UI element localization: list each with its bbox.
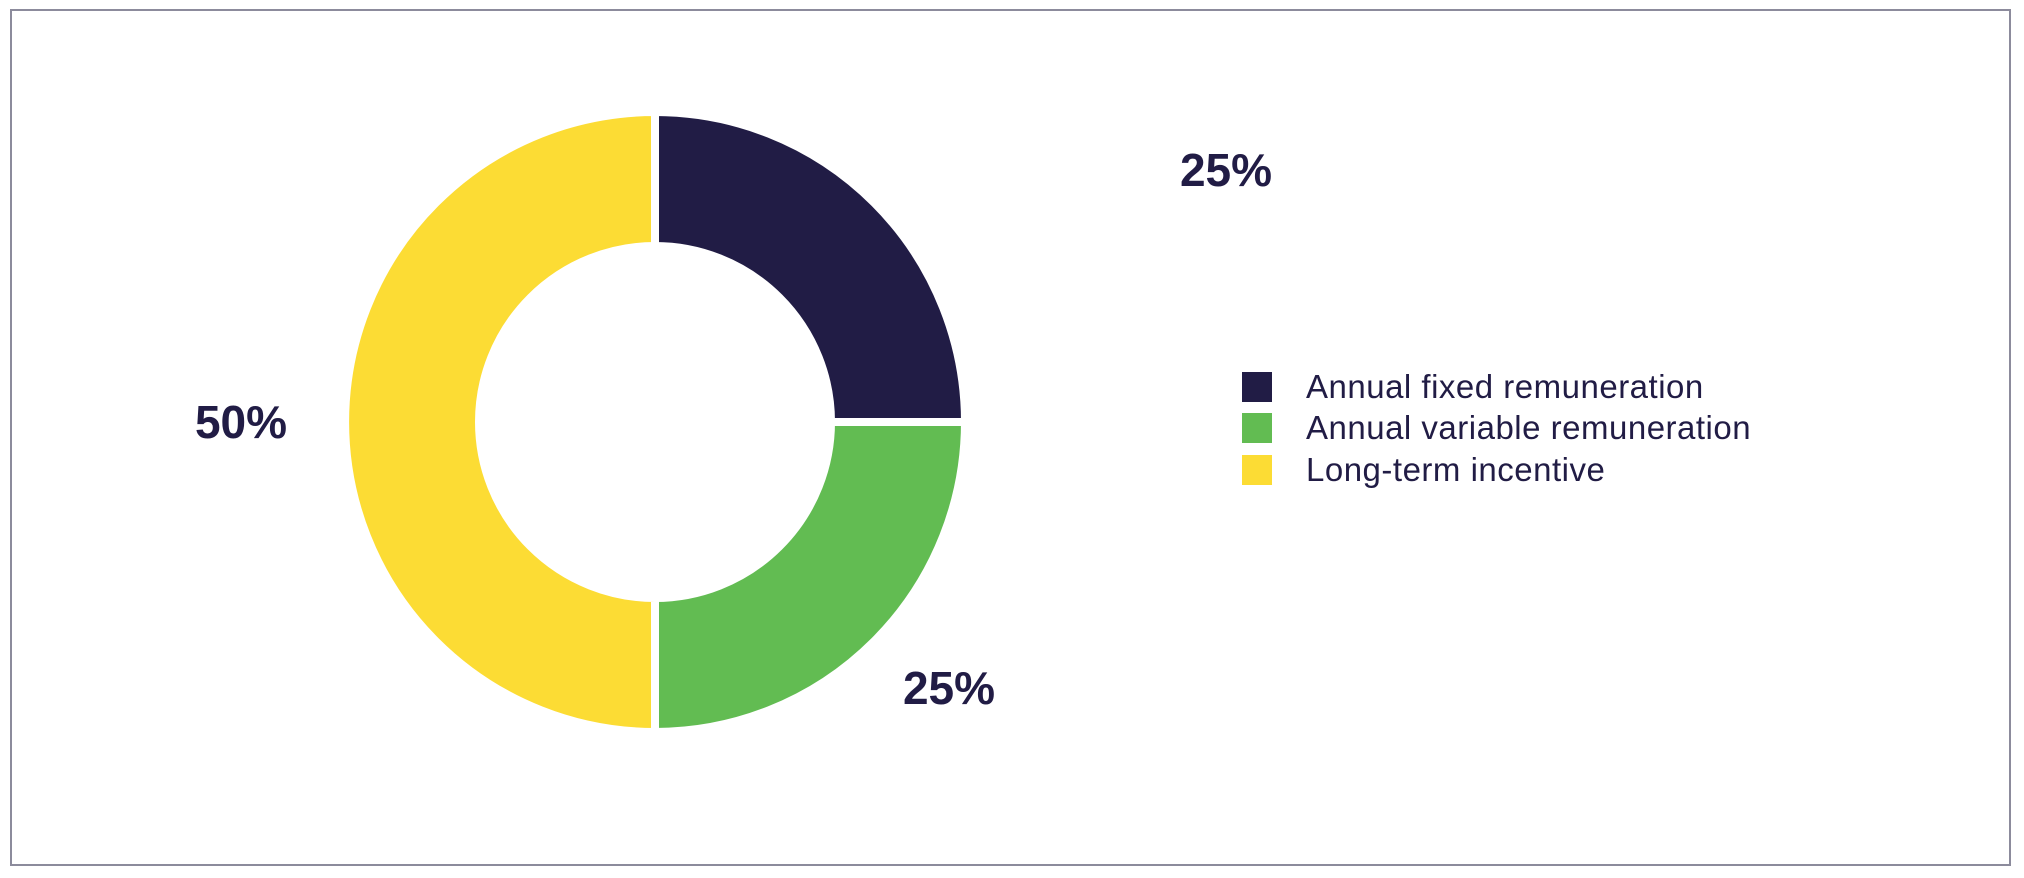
legend: Annual fixed remuneration Annual variable… (1242, 366, 1751, 491)
legend-swatch (1242, 371, 1272, 402)
data-label: 25% (903, 662, 995, 714)
donut-slice-annual-fixed-remuneration (651, 107, 970, 426)
chart-frame (10, 9, 2011, 866)
legend-swatch (1242, 413, 1272, 444)
donut-slice-annual-variable-remuneration (651, 418, 970, 737)
donut-slice-long-term-incentive (341, 107, 659, 737)
legend-label: Annual fixed remuneration (1306, 367, 1704, 405)
legend-swatch (1242, 454, 1272, 485)
legend-label: Long-term incentive (1306, 450, 1606, 488)
legend-item: Annual variable remuneration (1242, 408, 1751, 450)
data-label: 25% (1180, 144, 1272, 196)
legend-item: Annual fixed remuneration (1242, 366, 1751, 408)
legend-label: Annual variable remuneration (1306, 409, 1752, 447)
legend-item: Long-term incentive (1242, 449, 1751, 491)
data-label: 50% (195, 396, 287, 448)
